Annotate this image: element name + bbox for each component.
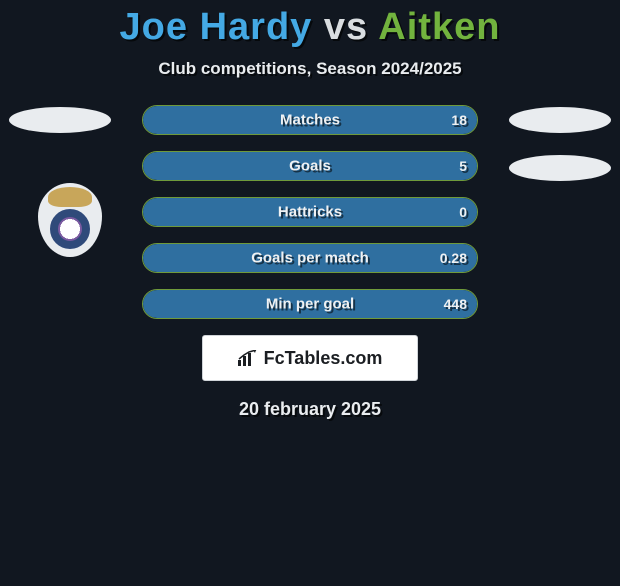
stat-value-player1: 0.28 — [440, 250, 467, 266]
stat-row: Matches 18 — [142, 105, 478, 135]
stat-row: Min per goal 448 — [142, 289, 478, 319]
stat-row: Goals per match 0.28 — [142, 243, 478, 273]
player2-club-placeholder — [509, 155, 611, 181]
stat-row: Hattricks 0 — [142, 197, 478, 227]
stat-label: Matches — [280, 112, 340, 129]
stat-label: Goals — [289, 158, 331, 175]
chart-icon — [238, 350, 258, 366]
player2-photo-placeholder — [509, 107, 611, 133]
brand-text: FcTables.com — [264, 348, 383, 369]
stats-section: Matches 18 Goals 5 Hattricks 0 Goals per match… — [0, 105, 620, 319]
vs-text: vs — [324, 6, 368, 48]
player2-name: Aitken — [378, 6, 500, 48]
player1-photo-placeholder — [9, 107, 111, 133]
stat-value-player1: 5 — [459, 158, 467, 174]
stat-label: Goals per match — [251, 250, 369, 267]
stat-row: Goals 5 — [142, 151, 478, 181]
player1-name: Joe Hardy — [120, 6, 313, 48]
comparison-title: Joe Hardy vs Aitken — [0, 6, 620, 49]
stat-label: Min per goal — [266, 296, 354, 313]
brand-badge[interactable]: FcTables.com — [202, 335, 418, 381]
date-text: 20 february 2025 — [0, 399, 620, 420]
subtitle: Club competitions, Season 2024/2025 — [0, 59, 620, 79]
stat-value-player1: 448 — [444, 296, 467, 312]
stat-value-player1: 18 — [451, 112, 467, 128]
stat-label: Hattricks — [278, 204, 342, 221]
stat-value-player1: 0 — [459, 204, 467, 220]
